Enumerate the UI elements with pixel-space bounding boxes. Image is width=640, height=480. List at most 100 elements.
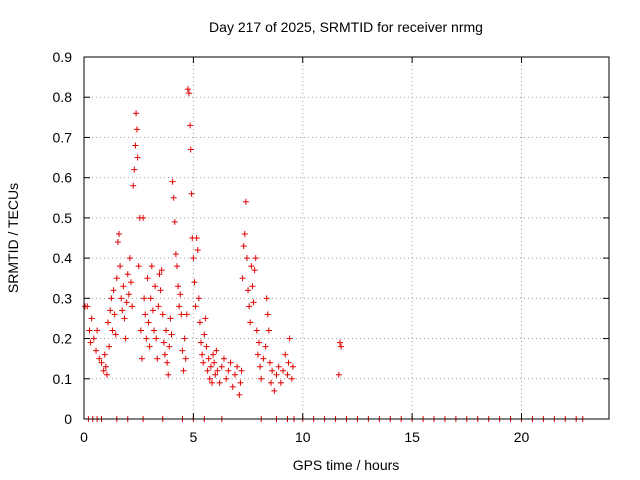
data-point — [111, 311, 118, 318]
plot-frame — [83, 56, 610, 420]
data-point — [148, 263, 155, 270]
data-point — [196, 319, 203, 326]
data-point — [106, 343, 113, 350]
data-point — [134, 154, 141, 161]
data-point — [285, 359, 292, 366]
data-point — [180, 367, 187, 374]
x-axis-ticks: 0 5 10 15 20 — [80, 57, 529, 445]
data-point — [266, 359, 273, 366]
data-point — [130, 182, 137, 189]
data-point — [238, 367, 245, 374]
x-tick-label: 0 — [80, 429, 88, 445]
data-point — [250, 299, 257, 306]
x-axis-label: GPS time / hours — [293, 457, 400, 473]
data-point — [240, 243, 247, 250]
data-point — [128, 279, 135, 286]
data-point — [137, 327, 144, 334]
data-point — [135, 263, 142, 270]
data-point — [101, 351, 108, 358]
data-point — [125, 291, 132, 298]
data-point — [175, 283, 182, 290]
data-point — [121, 315, 128, 322]
data-point — [234, 363, 241, 370]
data-point — [286, 335, 293, 342]
data-point — [123, 299, 130, 306]
data-point — [195, 295, 202, 302]
data-point — [211, 359, 218, 366]
data-point — [112, 331, 119, 338]
data-point — [141, 295, 148, 302]
data-point — [172, 251, 179, 258]
data-point — [169, 178, 176, 185]
data-point — [143, 335, 150, 342]
data-point — [206, 375, 213, 382]
data-point — [184, 86, 191, 93]
data-point — [257, 363, 264, 370]
data-point — [93, 347, 100, 354]
data-point — [210, 351, 217, 358]
data-point — [248, 263, 255, 270]
x-tick-label: 15 — [404, 429, 420, 445]
data-point — [201, 331, 208, 338]
data-point — [231, 371, 238, 378]
data-point — [183, 311, 190, 318]
data-point — [208, 379, 215, 386]
data-point — [223, 375, 230, 382]
data-point — [113, 275, 120, 282]
data-point — [191, 279, 198, 286]
data-point — [187, 122, 194, 129]
data-point — [199, 351, 206, 358]
data-point — [149, 307, 156, 314]
data-point — [182, 355, 189, 362]
data-point — [268, 379, 275, 386]
data-point — [138, 355, 145, 362]
data-point — [164, 359, 171, 366]
data-point — [153, 335, 160, 342]
data-point — [108, 295, 115, 302]
data-point — [87, 339, 94, 346]
grid-lines — [84, 57, 609, 419]
data-point — [122, 335, 129, 342]
data-point — [237, 379, 244, 386]
data-point — [98, 359, 105, 366]
data-point — [156, 271, 163, 278]
data-point — [160, 339, 167, 346]
chart-title: Day 217 of 2025, SRMTID for receiver nrm… — [209, 19, 483, 35]
y-tick-label: 0.4 — [53, 250, 73, 266]
data-point — [256, 339, 262, 346]
y-tick-label: 0.7 — [53, 129, 73, 145]
data-point — [186, 90, 192, 97]
data-point — [264, 311, 271, 318]
data-point — [239, 275, 246, 282]
data-point — [263, 295, 270, 302]
data-point — [221, 355, 227, 362]
data-point — [161, 351, 168, 358]
data-point — [241, 230, 248, 237]
data-point — [168, 331, 175, 338]
data-point — [157, 287, 164, 294]
data-point — [140, 214, 147, 221]
data-point — [144, 275, 151, 282]
data-point — [260, 355, 267, 362]
y-tick-label: 0.9 — [53, 49, 73, 65]
data-point — [212, 371, 219, 378]
data-point — [289, 363, 296, 370]
data-point — [236, 391, 243, 398]
data-point — [242, 198, 249, 205]
data-point — [252, 255, 259, 262]
data-point — [225, 367, 232, 374]
data-point — [129, 303, 136, 310]
data-point — [204, 367, 211, 374]
y-tick-label: 0.1 — [53, 371, 73, 387]
data-point — [280, 367, 287, 374]
data-point — [145, 319, 152, 326]
data-point — [154, 355, 161, 362]
data-point — [265, 327, 272, 334]
data-point — [119, 307, 126, 314]
data-point — [181, 335, 188, 342]
data-point — [216, 379, 223, 386]
data-point — [200, 359, 207, 366]
data-point — [192, 303, 199, 310]
x-tick-label: 5 — [189, 429, 197, 445]
